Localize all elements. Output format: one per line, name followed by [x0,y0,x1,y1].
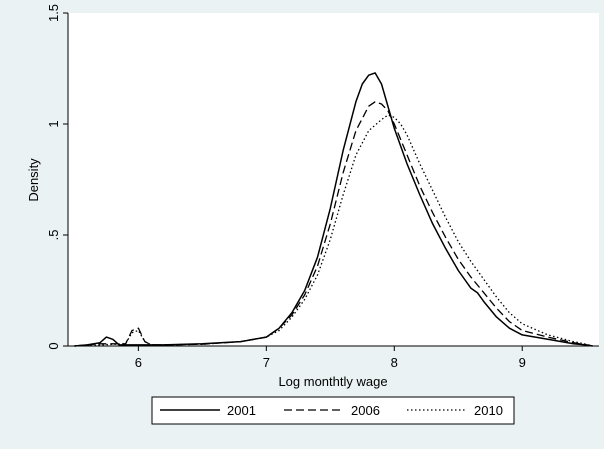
y-tick-label: 1 [46,120,61,127]
series-line-2001 [74,72,593,347]
plot-area [68,13,599,346]
series-lines [74,72,593,347]
x-tick-label: 9 [519,355,526,370]
legend-label-2001: 2001 [227,403,256,418]
series-line-2006 [74,101,593,347]
y-axis-ticks: 0 .5 1 1.5 [46,4,68,350]
x-tick-label: 7 [263,355,270,370]
legend: 2001 2006 2010 [151,396,515,425]
y-tick-label: .5 [46,230,61,241]
legend-label-2006: 2006 [351,403,380,418]
x-tick-label: 8 [391,355,398,370]
y-axis-label: Density [26,158,41,202]
x-axis-label: Log monthtly wage [278,374,387,389]
legend-label-2010: 2010 [474,403,503,418]
y-tick-label: 1.5 [46,4,61,22]
x-tick-label: 6 [135,355,142,370]
y-tick-label: 0 [46,342,61,349]
x-axis-ticks: 6 7 8 9 [135,346,526,370]
